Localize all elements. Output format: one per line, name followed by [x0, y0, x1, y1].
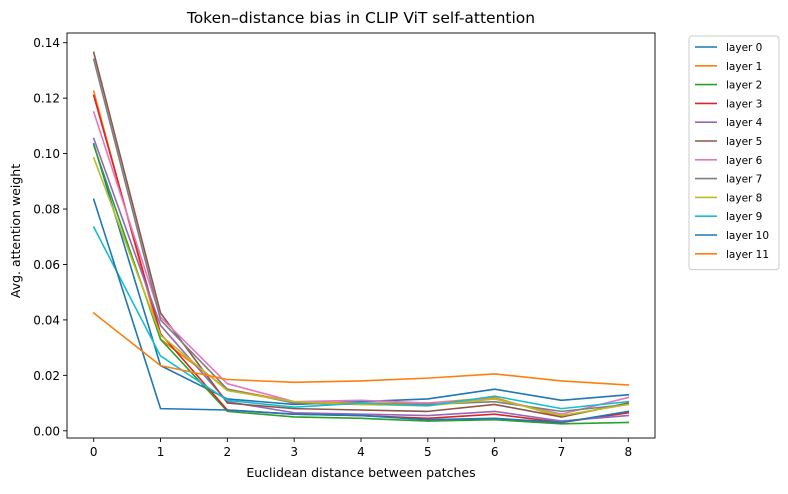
legend-label: layer 11	[726, 249, 769, 261]
x-tick-label: 7	[558, 445, 566, 459]
legend-label: layer 0	[726, 42, 762, 54]
axes-layer: 0 1 2 3 4 5 6 7 8 0.00 0.02 0.04 0.06 0.08 0.10 0.12 0.1…	[33, 32, 656, 459]
x-tick-label: 4	[357, 445, 365, 459]
series-line-layer-6	[92, 110, 630, 415]
series-layer	[92, 51, 630, 425]
y-tick-label: 0.12	[33, 92, 60, 106]
series-line-layer-10	[92, 198, 630, 424]
x-tick-label: 2	[224, 445, 232, 459]
x-axis-label: Euclidean distance between patches	[246, 465, 475, 480]
x-tick-label: 5	[424, 445, 432, 459]
x-tick-label: 8	[624, 445, 632, 459]
x-tick-label: 3	[290, 445, 298, 459]
legend-label: layer 2	[726, 80, 762, 92]
legend-label: layer 6	[726, 155, 763, 167]
legend: layer 0 layer 1 layer 2 layer 3 layer 4 layer…	[688, 35, 780, 271]
legend-label: layer 3	[726, 98, 762, 110]
y-tick-label: 0.08	[33, 203, 60, 217]
y-tick-label: 0.02	[33, 369, 60, 383]
y-tick-label: 0.04	[33, 313, 60, 327]
chart-title: Token–distance bias in CLIP ViT self-att…	[186, 9, 535, 27]
legend-label: layer 4	[726, 117, 763, 129]
series-line-layer-8	[92, 156, 630, 417]
legend-label: layer 8	[726, 192, 762, 204]
x-tick-label: 0	[90, 445, 98, 459]
y-tick-label: 0.14	[33, 36, 60, 50]
legend-label: layer 7	[726, 174, 762, 186]
x-tick-label: 1	[157, 445, 165, 459]
series-line-layer-0	[92, 142, 630, 406]
legend-box	[688, 35, 780, 271]
y-tick-label: 0.06	[33, 258, 60, 272]
series-line-layer-2	[92, 144, 630, 425]
x-tick-label: 6	[491, 445, 499, 459]
legend-label: layer 5	[726, 136, 762, 148]
y-tick-label: 0.10	[33, 147, 60, 161]
legend-label: layer 9	[726, 211, 762, 223]
series-line-layer-4	[92, 137, 630, 422]
legend-label: layer 10	[726, 230, 769, 242]
y-axis-label: Avg. attention weight	[8, 164, 23, 298]
series-line-layer-11	[92, 311, 630, 386]
y-tick-label: 0.00	[33, 424, 60, 438]
legend-label: layer 1	[726, 61, 762, 73]
